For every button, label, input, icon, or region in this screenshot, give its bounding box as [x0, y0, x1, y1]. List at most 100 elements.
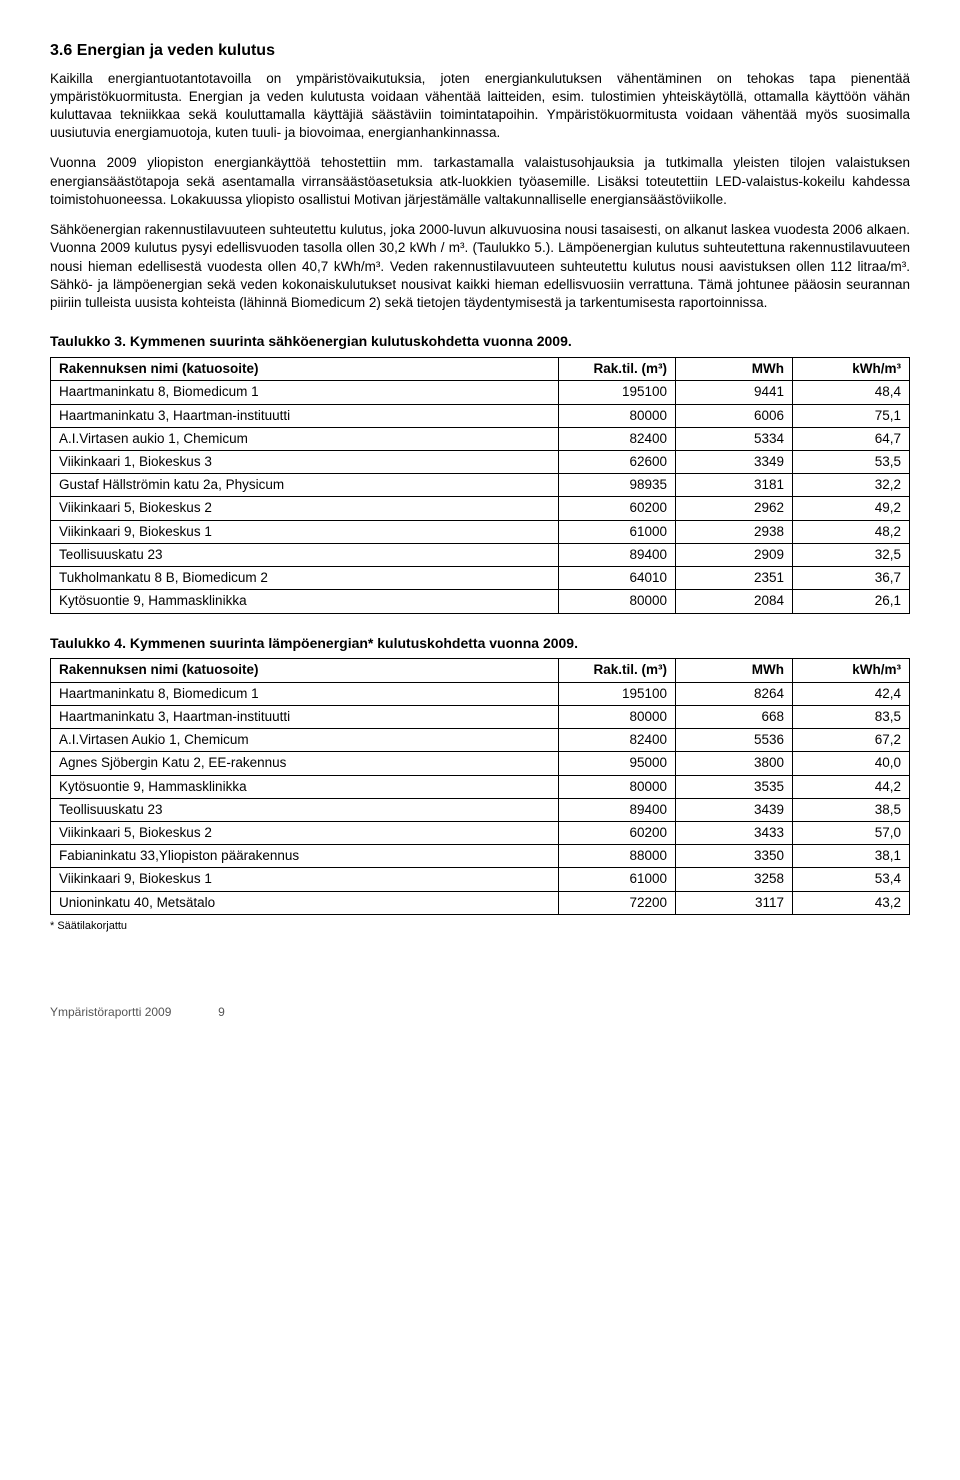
table4-cell: 5536 — [676, 729, 793, 752]
table3-cell: 98935 — [559, 474, 676, 497]
table3-cell: 48,4 — [793, 381, 910, 404]
table4-cell: 43,2 — [793, 891, 910, 914]
table3-row: Viikinkaari 9, Biokeskus 161000293848,2 — [51, 520, 910, 543]
table4-row: Viikinkaari 5, Biokeskus 260200343357,0 — [51, 821, 910, 844]
table3-cell: 49,2 — [793, 497, 910, 520]
table3-cell: 5334 — [676, 427, 793, 450]
table4-cell: Viikinkaari 5, Biokeskus 2 — [51, 821, 559, 844]
table4-cell: 38,5 — [793, 798, 910, 821]
page-footer: Ympäristöraportti 2009 9 — [50, 1004, 910, 1020]
table4-cell: 3433 — [676, 821, 793, 844]
table3-header-row: Rakennuksen nimi (katuosoite) Rak.til. (… — [51, 358, 910, 381]
table4-title: Taulukko 4. Kymmenen suurinta lämpöenerg… — [50, 634, 910, 653]
table3-cell: 80000 — [559, 404, 676, 427]
table4-cell: 53,4 — [793, 868, 910, 891]
paragraph-3: Sähköenergian rakennustilavuuteen suhteu… — [50, 221, 910, 312]
table4-cell: 3800 — [676, 752, 793, 775]
table4-cell: Haartmaninkatu 8, Biomedicum 1 — [51, 682, 559, 705]
table4-cell: 42,4 — [793, 682, 910, 705]
table4-col-1: Rak.til. (m³) — [559, 659, 676, 682]
table4-header-row: Rakennuksen nimi (katuosoite) Rak.til. (… — [51, 659, 910, 682]
table4-cell: 60200 — [559, 821, 676, 844]
table3-cell: 61000 — [559, 520, 676, 543]
footer-page-number: 9 — [218, 1005, 225, 1019]
table3-row: Kytösuontie 9, Hammasklinikka80000208426… — [51, 590, 910, 613]
table3-col-0: Rakennuksen nimi (katuosoite) — [51, 358, 559, 381]
table4-cell: 44,2 — [793, 775, 910, 798]
footer-left: Ympäristöraportti 2009 — [50, 1005, 171, 1019]
table4-cell: 72200 — [559, 891, 676, 914]
table4: Rakennuksen nimi (katuosoite) Rak.til. (… — [50, 658, 910, 914]
table3-cell: Viikinkaari 1, Biokeskus 3 — [51, 450, 559, 473]
table4-row: Haartmaninkatu 8, Biomedicum 11951008264… — [51, 682, 910, 705]
table4-cell: 88000 — [559, 845, 676, 868]
table3-cell: 32,5 — [793, 543, 910, 566]
table3-cell: Haartmaninkatu 3, Haartman-instituutti — [51, 404, 559, 427]
table3-col-2: MWh — [676, 358, 793, 381]
table3-cell: 195100 — [559, 381, 676, 404]
table4-cell: 67,2 — [793, 729, 910, 752]
table3-cell: 6006 — [676, 404, 793, 427]
table4-cell: 38,1 — [793, 845, 910, 868]
table3-cell: Haartmaninkatu 8, Biomedicum 1 — [51, 381, 559, 404]
table4-cell: 83,5 — [793, 705, 910, 728]
table3-cell: 89400 — [559, 543, 676, 566]
table4-cell: Kytösuontie 9, Hammasklinikka — [51, 775, 559, 798]
table4-cell: 3535 — [676, 775, 793, 798]
table4-row: Unioninkatu 40, Metsätalo72200311743,2 — [51, 891, 910, 914]
table4-cell: 89400 — [559, 798, 676, 821]
table4-cell: 95000 — [559, 752, 676, 775]
table4-cell: A.I.Virtasen Aukio 1, Chemicum — [51, 729, 559, 752]
table3-cell: Teollisuuskatu 23 — [51, 543, 559, 566]
table3-cell: 53,5 — [793, 450, 910, 473]
table4-cell: 80000 — [559, 775, 676, 798]
table3-row: Teollisuuskatu 2389400290932,5 — [51, 543, 910, 566]
table3-col-3: kWh/m³ — [793, 358, 910, 381]
table4-row: Haartmaninkatu 3, Haartman-instituutti80… — [51, 705, 910, 728]
table4-cell: Agnes Sjöbergin Katu 2, EE-rakennus — [51, 752, 559, 775]
table3-cell: 82400 — [559, 427, 676, 450]
table3-cell: Kytösuontie 9, Hammasklinikka — [51, 590, 559, 613]
table3-cell: Viikinkaari 9, Biokeskus 1 — [51, 520, 559, 543]
table4-cell: 61000 — [559, 868, 676, 891]
table4-cell: Teollisuuskatu 23 — [51, 798, 559, 821]
table4-cell: 3258 — [676, 868, 793, 891]
table3-cell: 62600 — [559, 450, 676, 473]
paragraph-2: Vuonna 2009 yliopiston energiankäyttöä t… — [50, 154, 910, 209]
table3-cell: Gustaf Hällströmin katu 2a, Physicum — [51, 474, 559, 497]
table4-cell: 82400 — [559, 729, 676, 752]
table3-cell: Viikinkaari 5, Biokeskus 2 — [51, 497, 559, 520]
table4-cell: 3117 — [676, 891, 793, 914]
table4-cell: 40,0 — [793, 752, 910, 775]
table3-cell: 3181 — [676, 474, 793, 497]
table3-cell: 32,2 — [793, 474, 910, 497]
table4-col-0: Rakennuksen nimi (katuosoite) — [51, 659, 559, 682]
table3-cell: 2084 — [676, 590, 793, 613]
table3-title: Taulukko 3. Kymmenen suurinta sähköenerg… — [50, 332, 910, 351]
table3-row: Gustaf Hällströmin katu 2a, Physicum9893… — [51, 474, 910, 497]
table4-row: A.I.Virtasen Aukio 1, Chemicum8240055366… — [51, 729, 910, 752]
table4-col-3: kWh/m³ — [793, 659, 910, 682]
table3-row: Viikinkaari 1, Biokeskus 362600334953,5 — [51, 450, 910, 473]
table3-row: Viikinkaari 5, Biokeskus 260200296249,2 — [51, 497, 910, 520]
table3-cell: 64,7 — [793, 427, 910, 450]
table3: Rakennuksen nimi (katuosoite) Rak.til. (… — [50, 357, 910, 613]
table3-cell: 2909 — [676, 543, 793, 566]
table3-cell: 80000 — [559, 590, 676, 613]
table4-footnote: * Säätilakorjattu — [50, 919, 910, 934]
table3-cell: 26,1 — [793, 590, 910, 613]
table3-cell: 9441 — [676, 381, 793, 404]
table3-cell: 3349 — [676, 450, 793, 473]
table3-cell: 48,2 — [793, 520, 910, 543]
table3-cell: 2938 — [676, 520, 793, 543]
table4-cell: 668 — [676, 705, 793, 728]
table4-cell: Fabianinkatu 33,Yliopiston päärakennus — [51, 845, 559, 868]
table3-cell: 2962 — [676, 497, 793, 520]
table3-cell: 64010 — [559, 567, 676, 590]
table3-cell: 60200 — [559, 497, 676, 520]
table3-cell: 2351 — [676, 567, 793, 590]
table3-row: Haartmaninkatu 8, Biomedicum 11951009441… — [51, 381, 910, 404]
table4-row: Fabianinkatu 33,Yliopiston päärakennus88… — [51, 845, 910, 868]
table3-cell: 36,7 — [793, 567, 910, 590]
table3-cell: A.I.Virtasen aukio 1, Chemicum — [51, 427, 559, 450]
